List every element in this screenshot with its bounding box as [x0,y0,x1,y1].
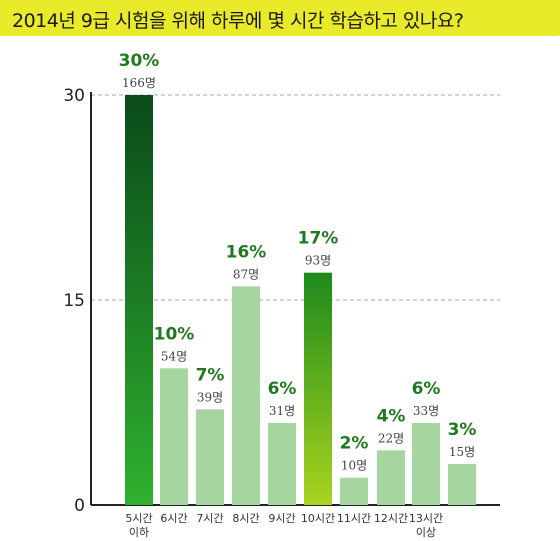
bar-percent-label: 6% [412,379,441,399]
bar [232,286,260,505]
bar-count-label: 166명 [122,76,156,90]
bar [196,409,224,505]
x-tick-label: 7시간 [196,512,223,525]
chart-title: 2014년 9급 시험을 위해 하루에 몇 시간 학습하고 있나요? [12,10,464,32]
bar-count-label: 31명 [269,404,295,418]
bar-count-label: 87명 [233,267,259,281]
bar-percent-label: 30% [119,51,160,71]
bar-percent-label: 2% [340,434,369,454]
bar-percent-label: 7% [196,365,225,385]
bar-count-label: 39명 [197,390,223,404]
bar-count-label: 15명 [449,445,475,459]
x-tick-label: 10시간 [301,512,335,525]
bar-percent-label: 3% [448,420,477,440]
bar-percent-label: 10% [154,324,195,344]
y-tick-label: 15 [63,291,85,311]
title-band: 2014년 9급 시험을 위해 하루에 몇 시간 학습하고 있나요? [0,0,560,36]
bar-percent-label: 17% [298,229,339,249]
bar [268,423,296,505]
bar-percent-label: 6% [268,379,297,399]
bar [377,450,405,505]
bar-percent-label: 4% [377,406,406,426]
bar [160,368,188,505]
x-tick-label: 11시간 [337,512,371,525]
bar [412,423,440,505]
bar [304,272,332,505]
bar-count-label: 54명 [161,349,187,363]
x-tick-label: 13시간 이상 [409,512,443,539]
y-tick-label: 0 [74,496,85,516]
bar-count-label: 10명 [341,459,367,473]
bar [340,477,368,505]
bar-percent-label: 16% [226,242,267,262]
bar-count-label: 22명 [378,431,404,445]
x-tick-label: 8시간 [232,512,259,525]
bar-count-label: 93명 [305,254,331,268]
bar-count-label: 33명 [413,404,439,418]
x-tick-label: 9시간 [268,512,295,525]
y-tick-label: 30 [63,86,85,106]
bar [125,95,153,505]
x-tick-label: 6시간 [160,512,187,525]
bar [448,464,476,505]
x-tick-label: 12시간 [374,512,408,525]
x-tick-label: 5시간 이하 [125,512,152,539]
